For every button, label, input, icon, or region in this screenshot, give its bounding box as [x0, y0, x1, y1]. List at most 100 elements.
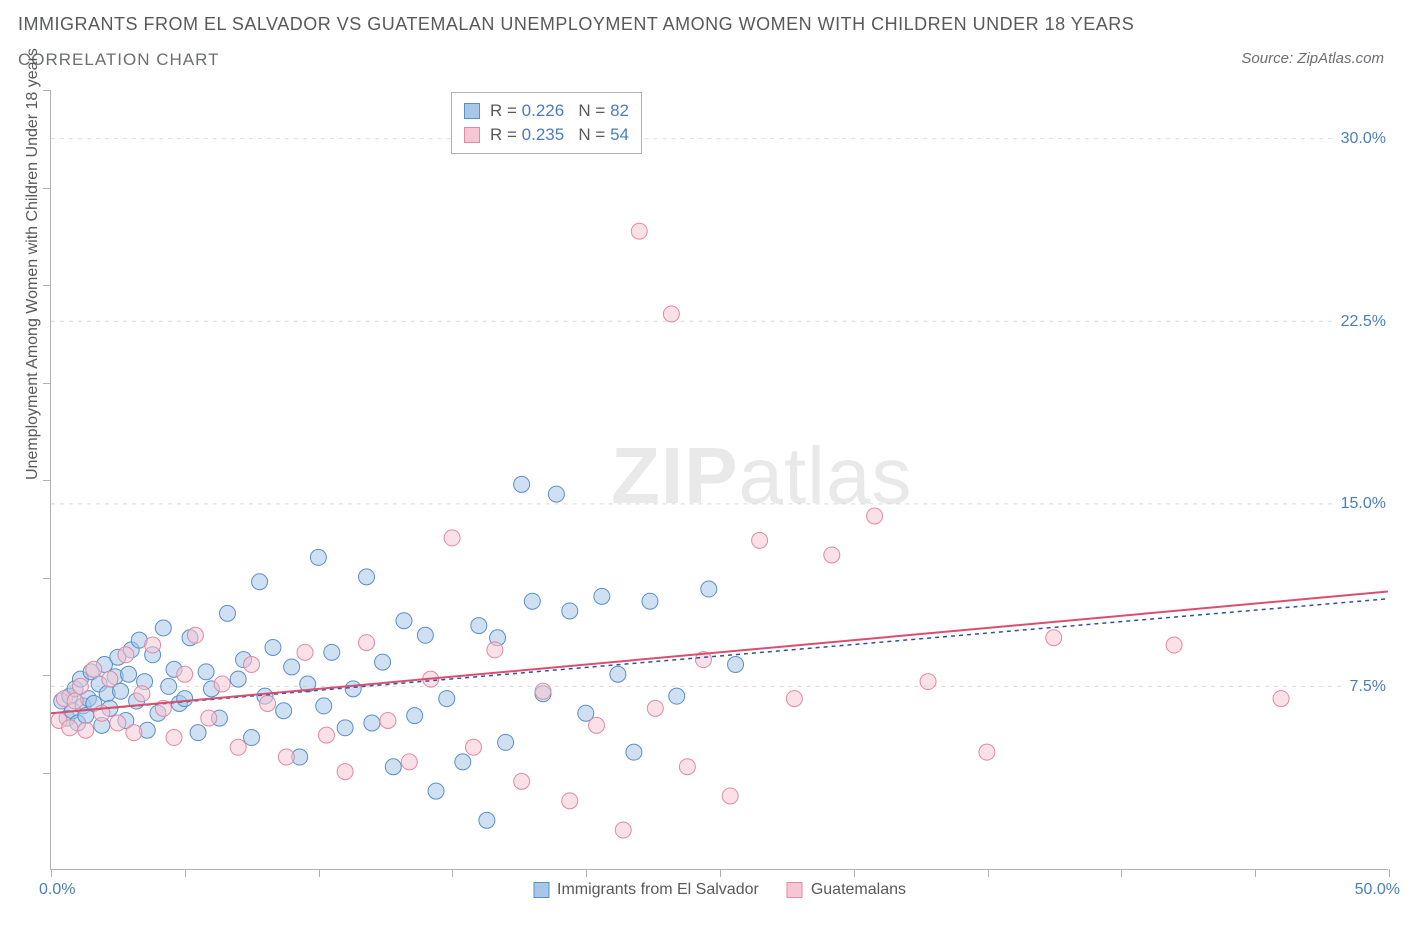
- y-tick: [43, 675, 51, 676]
- data-point: [562, 793, 578, 809]
- data-point: [626, 744, 642, 760]
- n-label: N =: [578, 101, 605, 121]
- data-point: [134, 686, 150, 702]
- data-point: [110, 715, 126, 731]
- data-point: [278, 749, 294, 765]
- source-prefix: Source:: [1241, 50, 1297, 67]
- data-point: [465, 739, 481, 755]
- legend-label-2: Guatemalans: [811, 881, 906, 899]
- data-point: [535, 683, 551, 699]
- data-point: [126, 725, 142, 741]
- x-tick: [185, 869, 186, 877]
- y-tick: [43, 188, 51, 189]
- plot-area: ZIPatlas 7.5%15.0%22.5%30.0% 0.0% 50.0% …: [50, 90, 1388, 870]
- r-value-2: 0.235: [522, 125, 565, 145]
- legend-label-1: Immigrants from El Salvador: [557, 881, 759, 899]
- data-point: [920, 674, 936, 690]
- data-point: [615, 822, 631, 838]
- data-point: [752, 532, 768, 548]
- data-point: [428, 783, 444, 799]
- data-point: [514, 476, 530, 492]
- legend-bottom: Immigrants from El Salvador Guatemalans: [533, 881, 906, 899]
- data-point: [867, 508, 883, 524]
- x-tick: [51, 869, 52, 877]
- data-point: [498, 734, 514, 750]
- data-point: [594, 588, 610, 604]
- y-tick: [43, 90, 51, 91]
- x-tick: [1389, 869, 1390, 877]
- x-tick: [1255, 869, 1256, 877]
- x-tick: [720, 869, 721, 877]
- x-max-label: 50.0%: [1355, 881, 1400, 899]
- stats-row-2: R = 0.235 N = 54: [464, 123, 629, 147]
- y-tick: [43, 480, 51, 481]
- data-point: [62, 720, 78, 736]
- y-grid-label: 22.5%: [1337, 313, 1390, 331]
- data-point: [396, 613, 412, 629]
- x-tick: [988, 869, 989, 877]
- data-point: [316, 698, 332, 714]
- data-point: [375, 654, 391, 670]
- data-point: [198, 664, 214, 680]
- data-point: [102, 671, 118, 687]
- data-point: [244, 730, 260, 746]
- stats-row-1: R = 0.226 N = 82: [464, 99, 629, 123]
- stats-swatch-1: [464, 103, 480, 119]
- data-point: [86, 661, 102, 677]
- data-point: [610, 666, 626, 682]
- data-point: [722, 788, 738, 804]
- data-point: [385, 759, 401, 775]
- x-tick: [319, 869, 320, 877]
- data-point: [230, 739, 246, 755]
- data-point: [669, 688, 685, 704]
- data-point: [439, 691, 455, 707]
- x-tick: [1121, 869, 1122, 877]
- n-label: N =: [578, 125, 605, 145]
- n-value-2: 54: [610, 125, 629, 145]
- data-point: [487, 642, 503, 658]
- data-point: [514, 773, 530, 789]
- data-point: [230, 671, 246, 687]
- data-point: [647, 700, 663, 716]
- r-label: R =: [490, 125, 517, 145]
- data-point: [161, 678, 177, 694]
- data-point: [166, 730, 182, 746]
- data-point: [548, 486, 564, 502]
- legend-item-1: Immigrants from El Salvador: [533, 881, 759, 899]
- data-point: [642, 593, 658, 609]
- data-point: [244, 657, 260, 673]
- data-point: [407, 708, 423, 724]
- data-point: [471, 618, 487, 634]
- data-point: [479, 812, 495, 828]
- chart-svg: [51, 90, 1388, 869]
- data-point: [318, 727, 334, 743]
- data-point: [786, 691, 802, 707]
- data-point: [359, 635, 375, 651]
- data-point: [455, 754, 471, 770]
- data-point: [67, 693, 83, 709]
- data-point: [252, 574, 268, 590]
- data-point: [187, 627, 203, 643]
- data-point: [401, 754, 417, 770]
- data-point: [155, 620, 171, 636]
- data-point: [380, 713, 396, 729]
- stats-box: R = 0.226 N = 82 R = 0.235 N = 54: [451, 92, 642, 154]
- y-grid-label: 7.5%: [1346, 678, 1390, 696]
- data-point: [121, 666, 137, 682]
- data-point: [118, 647, 134, 663]
- x-tick: [854, 869, 855, 877]
- data-point: [337, 764, 353, 780]
- chart-title-main: IMMIGRANTS FROM EL SALVADOR VS GUATEMALA…: [18, 14, 1134, 35]
- data-point: [190, 725, 206, 741]
- y-axis-title: Unemployment Among Women with Children U…: [24, 48, 42, 480]
- data-point: [201, 710, 217, 726]
- data-point: [701, 581, 717, 597]
- trend-line: [51, 591, 1388, 713]
- data-point: [417, 627, 433, 643]
- n-value-1: 82: [610, 101, 629, 121]
- data-point: [663, 306, 679, 322]
- data-point: [444, 530, 460, 546]
- data-point: [72, 678, 88, 694]
- legend-item-2: Guatemalans: [787, 881, 906, 899]
- data-point: [364, 715, 380, 731]
